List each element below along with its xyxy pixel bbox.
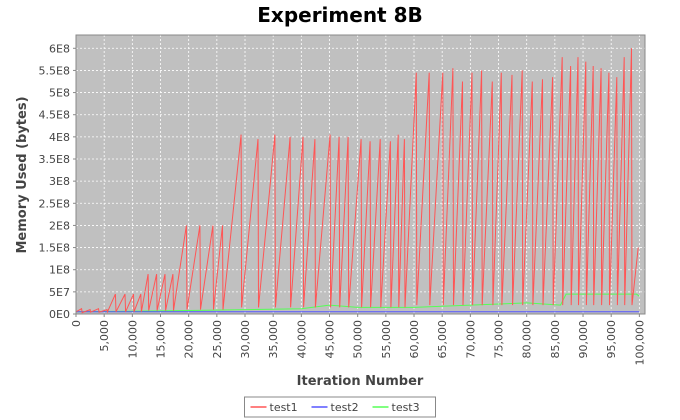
y-tick-label: 0E0 (49, 308, 70, 321)
series-line (75, 293, 640, 313)
x-tick-label: 100,000 (633, 320, 646, 366)
x-tick-label: 95,000 (605, 320, 618, 359)
x-tick-label: 20,000 (183, 320, 196, 359)
y-tick-label: 5E7 (49, 286, 70, 299)
x-tick-label: 75,000 (493, 320, 506, 359)
legend-box (244, 396, 436, 418)
x-tick-label: 35,000 (267, 320, 280, 359)
chart-title: Experiment 8B (257, 3, 423, 27)
x-tick-label: 50,000 (352, 320, 365, 359)
x-tick-label: 5,000 (98, 320, 111, 352)
x-tick-label: 70,000 (464, 320, 477, 359)
y-tick-label: 2E8 (49, 219, 70, 232)
x-tick-label: 25,000 (211, 320, 224, 359)
y-axis-label: Memory Used (bytes) (15, 96, 30, 253)
y-tick-label: 4E8 (49, 131, 70, 144)
x-tick-label: 30,000 (239, 320, 252, 359)
plot-border (75, 34, 646, 315)
y-tick-label: 5.5E8 (39, 64, 70, 77)
x-tick-label: 15,000 (155, 320, 168, 359)
y-tick-label: 6E8 (49, 42, 70, 55)
x-tick-label: 90,000 (577, 320, 590, 359)
x-tick-label: 85,000 (549, 320, 562, 359)
x-tick-label: 65,000 (436, 320, 449, 359)
y-tick-label: 2.5E8 (39, 197, 70, 210)
x-tick-label: 40,000 (295, 320, 308, 359)
series-line (75, 48, 639, 314)
y-tick-label: 5E8 (49, 87, 70, 100)
legend-label: test3 (392, 401, 420, 414)
legend-label: test1 (270, 401, 298, 414)
plot-area (76, 35, 645, 314)
x-tick-label: 45,000 (324, 320, 337, 359)
y-tick-label: 3.5E8 (39, 153, 70, 166)
legend: test1 test2 test3 (244, 396, 436, 418)
y-tick-label: 1E8 (49, 264, 70, 277)
y-tick-label: 4.5E8 (39, 109, 70, 122)
x-tick-label: 10,000 (126, 320, 139, 359)
x-axis-label: Iteration Number (297, 374, 424, 389)
x-tick-label: 55,000 (380, 320, 393, 359)
x-tick-label: 80,000 (521, 320, 534, 359)
legend-label: test2 (331, 401, 359, 414)
y-tick-label: 1.5E8 (39, 242, 70, 255)
x-tick-label: 0 (70, 320, 83, 327)
y-tick-label: 3E8 (49, 175, 70, 188)
x-tick-label: 60,000 (408, 320, 421, 359)
